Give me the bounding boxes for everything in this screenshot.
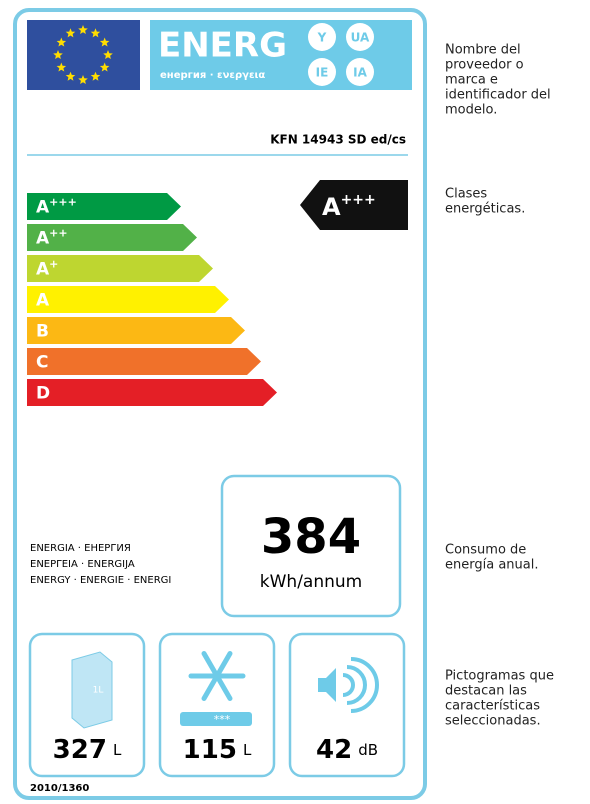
class-bar [27,348,261,375]
pictogram-unit: dB [358,741,378,759]
flag-star [103,50,113,59]
class-letter: A [36,229,50,249]
pictogram-unit: L [243,741,252,759]
badge-text: UA [351,31,370,45]
flag-star [90,28,101,38]
language-line: ENERGY · ENERGIE · ENERGI [30,575,171,586]
model-id: KFN 14943 SD ed/cs [270,133,406,147]
class-bar [27,286,229,313]
class-bar [27,379,277,406]
pictogram-box [158,632,276,778]
class-sup: ++ [49,227,67,240]
side-note: características [445,699,540,714]
badge-text: IE [316,66,329,80]
side-note: Pictogramas que [445,669,554,684]
flag-star [78,75,88,84]
pictogram-value: 42 dB [316,735,378,765]
carton-icon [71,651,113,729]
consumption-unit: kWh/annum [260,572,362,592]
badge [308,23,336,51]
side-note: identificador del [445,88,551,103]
flag-star [90,71,101,81]
rating-letter: A [322,193,341,221]
banner-title: ENERG [158,26,287,66]
class-letter: B [36,322,49,342]
side-note: Clases [445,187,487,202]
pictogram-unit: L [113,741,122,759]
class-bar [27,224,197,251]
side-note: proveedor o [445,58,524,73]
language-line: ENERGIA · ЕНЕРГИЯ [30,543,131,554]
flag-star [56,37,67,47]
flag-star [53,50,63,59]
class-sup: + [49,258,58,271]
class-label: A+ [36,258,58,280]
flag-star [99,37,110,47]
pictogram-number: 327 [53,735,107,765]
class-letter: D [36,384,50,404]
flag-star [56,62,67,72]
flag-star [65,28,76,38]
language-line: ΕΝΕΡΓΕΙΑ · ENERGIJA [30,559,135,570]
consumption-box [220,474,402,618]
snowflake-arm [214,673,233,702]
pictogram-value: 327 L [53,735,122,765]
side-note: marca e [445,73,498,88]
class-label: C [36,353,48,373]
class-letter: A [36,198,50,218]
class-label: A++ [36,227,68,249]
class-bar [27,317,245,344]
badge-text: IA [353,66,367,80]
regulation: 2010/1360 [30,783,89,794]
consumption-value: 384 [261,509,361,565]
snowflake-arm [201,673,220,702]
banner-subtitle: енергия · ενεργεια [160,70,265,81]
class-bar [27,255,213,282]
rating-class: A+++ [322,192,376,221]
side-note: modelo. [445,103,497,118]
flag-star [65,71,76,81]
class-letter: A [36,260,50,280]
freezer-star-bar [180,712,252,726]
snowflake-arm [201,650,220,679]
rating-arrow [300,180,408,230]
side-note: energía anual. [445,558,538,573]
badge [308,58,336,86]
flag-star [99,62,110,72]
badge [346,58,374,86]
freezer-stars: *** [214,713,231,726]
sound-wave [346,665,367,705]
sound-wave [350,657,379,713]
pictogram-number: 115 [183,735,237,765]
class-label: A+++ [36,196,77,218]
side-note: Consumo de [445,543,526,558]
side-note: Nombre del [445,43,521,58]
class-label: A [36,291,50,311]
pictogram-number: 42 [316,735,352,765]
side-note: destacan las [445,684,527,699]
pictogram-value: 115 L [183,735,252,765]
rating-sup: +++ [341,192,376,208]
class-label: B [36,322,49,342]
class-letter: A [36,291,50,311]
class-label: D [36,384,50,404]
class-bar [27,193,181,220]
side-note: seleccionadas. [445,714,541,729]
carton-label: 1L [93,686,104,696]
class-sup: +++ [49,196,77,209]
snowflake-arm [214,650,233,679]
sound-wave [342,673,355,697]
badge-text: Y [317,31,327,45]
flag-star [78,25,88,34]
speaker-icon [318,668,336,702]
class-letter: C [36,353,48,373]
badge [346,23,374,51]
side-note: energéticas. [445,202,525,217]
